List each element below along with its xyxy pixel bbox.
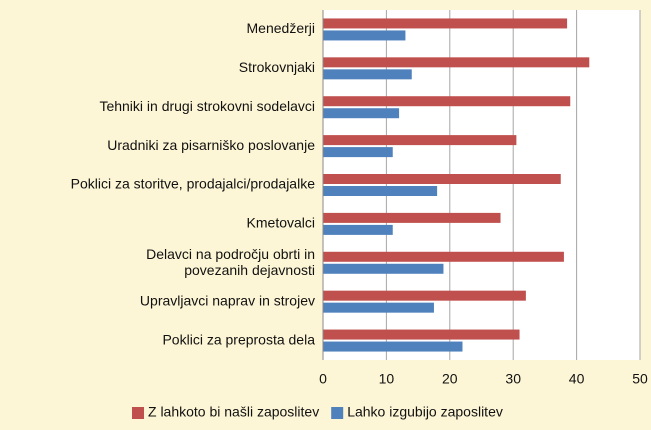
y-tick-label: Uradniki za pisarniško poslovanje [107, 137, 315, 153]
y-tick-label: Tehniki in drugi strokovni sodelavci [99, 98, 315, 114]
bar [323, 135, 517, 146]
bar [323, 174, 561, 184]
bar [323, 186, 438, 196]
legend-swatch [132, 407, 144, 419]
bar [323, 96, 571, 107]
bar [323, 251, 564, 262]
x-tick-label: 20 [442, 371, 458, 387]
bar [323, 212, 501, 223]
bar [323, 263, 444, 274]
legend-label: Lahko izgubijo zaposlitev [347, 404, 503, 420]
y-tick-label: Poklici za storitve, prodajalci/prodajal… [71, 176, 316, 192]
x-tick-label: 0 [319, 371, 327, 387]
x-tick-label: 50 [632, 371, 648, 387]
x-tick-label: 40 [569, 371, 585, 387]
bar [323, 57, 590, 68]
bar [323, 290, 526, 301]
bar [323, 18, 568, 29]
y-tick-label: Strokovnjaki [239, 59, 315, 75]
legend-swatch [331, 407, 344, 419]
x-tick-label: 30 [505, 371, 521, 387]
legend-label: Z lahkoto bi našli zaposlitev [148, 404, 319, 420]
bar [323, 341, 463, 352]
bar [323, 302, 434, 313]
plot-area [323, 10, 640, 360]
bar [323, 224, 393, 235]
bar [323, 329, 520, 340]
y-tick-label: Poklici za preprosta dela [162, 331, 315, 347]
bar [323, 108, 400, 119]
bar [323, 147, 393, 158]
bar [323, 30, 406, 41]
x-tick-label: 10 [379, 371, 395, 387]
bar [323, 69, 412, 80]
y-tick-label: Upravljavci naprav in strojev [140, 292, 315, 308]
y-tick-label: Kmetovalci [247, 215, 315, 231]
y-tick-label: Menedžerji [247, 20, 315, 36]
y-tick-label: Delavci na področju obrti in povezanih de… [146, 245, 315, 277]
